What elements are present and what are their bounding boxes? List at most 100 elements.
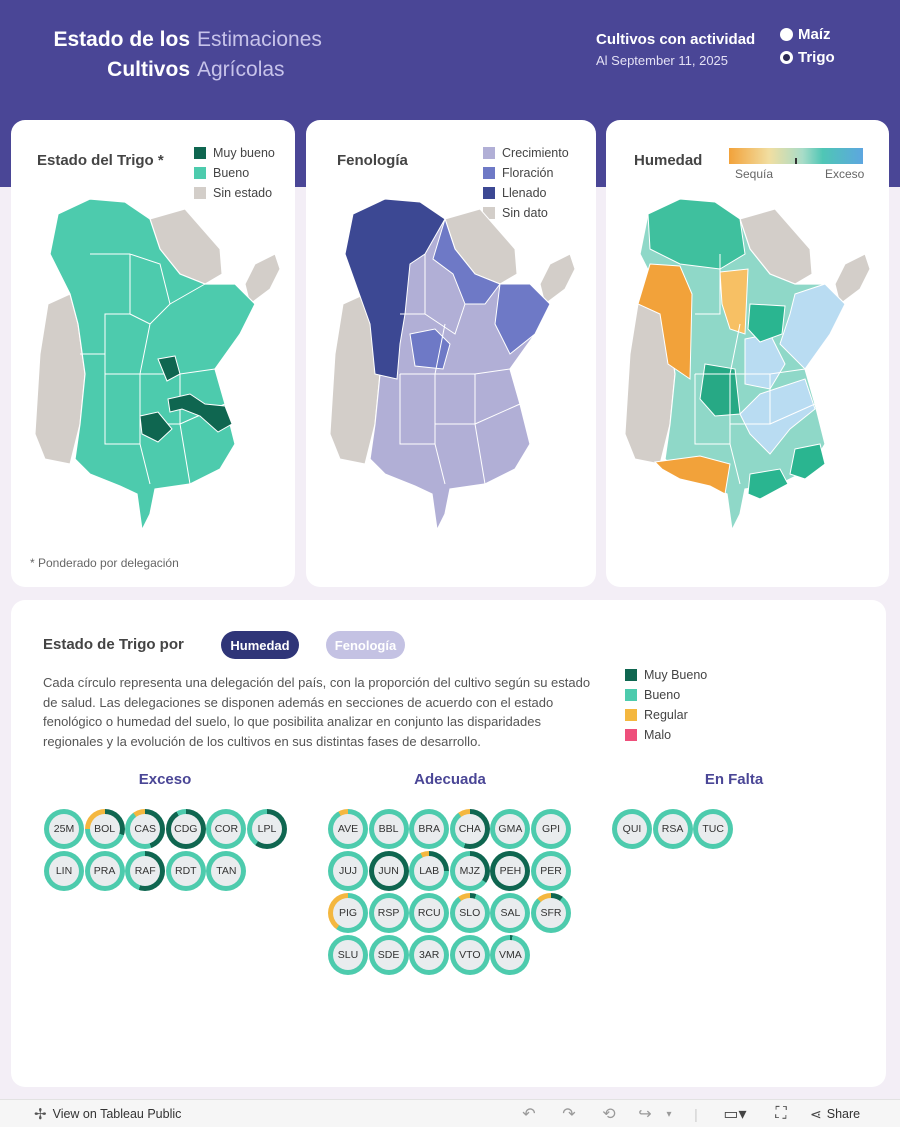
pill-fenologia[interactable]: Fenología xyxy=(326,631,405,659)
radio-maiz[interactable]: Maíz xyxy=(780,26,831,43)
donut-label: MJZ xyxy=(454,856,485,886)
tableau-logo-icon: ✢ xyxy=(34,1106,47,1123)
humedad-scale-low: Sequía xyxy=(735,167,774,181)
swatch xyxy=(625,689,637,701)
swatch xyxy=(483,187,495,199)
donut-cha[interactable]: CHA xyxy=(449,809,490,849)
fenologia-map[interactable] xyxy=(325,194,580,530)
humedad-map[interactable] xyxy=(620,194,875,530)
donut-label: GMA xyxy=(495,814,526,844)
revert-icon[interactable]: ⟲ xyxy=(602,1106,616,1123)
legend-label: Bueno xyxy=(213,166,250,180)
refresh-dropdown-icon[interactable]: ▾ xyxy=(666,1108,672,1120)
activity-label: Cultivos con actividad xyxy=(596,31,756,48)
view-on-tableau-link[interactable]: ✢ View on Tableau Public xyxy=(34,1100,181,1127)
donut-label: SAL xyxy=(495,898,526,928)
donut-label: PER xyxy=(536,856,566,886)
donut-ave[interactable]: AVE xyxy=(328,809,368,849)
donut-mjz[interactable]: MJZ xyxy=(449,851,490,891)
legend-item-malo: Malo xyxy=(625,725,707,745)
map-sin-dato-region xyxy=(539,253,576,305)
donut-label: SLO xyxy=(454,898,485,928)
swatch xyxy=(625,709,637,721)
donut-qui[interactable]: QUI xyxy=(612,809,652,849)
radio-maiz-circle[interactable] xyxy=(780,28,793,41)
group-title-adecuada: Adecuada xyxy=(414,771,486,788)
map-sin-estado-region xyxy=(244,253,281,305)
swatch xyxy=(194,187,206,199)
donut-tuc[interactable]: TUC xyxy=(693,809,734,849)
donut-bbl[interactable]: BBL xyxy=(368,809,409,849)
donut-panel-description: Cada círculo representa una delegación d… xyxy=(43,675,591,749)
donut-pra[interactable]: PRA xyxy=(84,851,125,891)
donut-gma[interactable]: GMA xyxy=(490,809,531,849)
map-humedad-alta xyxy=(747,468,789,500)
donut-vto[interactable]: VTO xyxy=(449,935,490,975)
legend-item-sin-estado: Sin estado xyxy=(194,183,275,203)
fullscreen-icon[interactable]: ⛶ xyxy=(775,1105,787,1122)
radio-trigo[interactable]: Trigo xyxy=(780,49,835,66)
legend-item-floracion: Floración xyxy=(483,163,569,183)
donut-slu[interactable]: SLU xyxy=(328,935,368,975)
donut-cdg[interactable]: CDG xyxy=(165,809,206,849)
donut-gpi[interactable]: GPI xyxy=(531,809,571,849)
donut-rsp[interactable]: RSP xyxy=(368,893,409,933)
map-floracion-region xyxy=(409,328,451,370)
donut-bol[interactable]: BOL xyxy=(84,809,125,849)
donut-jun[interactable]: JUN xyxy=(368,851,409,891)
redo-icon[interactable]: ↷ xyxy=(562,1106,576,1123)
donut-label: RDT xyxy=(170,856,201,886)
donut-slo[interactable]: SLO xyxy=(449,893,490,933)
legend-label: Bueno xyxy=(644,688,681,702)
map-region-border xyxy=(694,254,816,485)
map-muy-bueno-region xyxy=(167,393,233,433)
undo-icon[interactable]: ↶ xyxy=(522,1106,536,1123)
share-button[interactable]: ⋖ Share xyxy=(810,1100,860,1127)
donut-cor[interactable]: COR xyxy=(206,809,247,849)
estado-legend: Muy bueno Bueno Sin estado xyxy=(194,143,275,203)
donut-label: SDE xyxy=(373,940,404,970)
donut-label: TAN xyxy=(211,856,242,886)
group-title-en-falta: En Falta xyxy=(704,771,764,788)
swatch xyxy=(625,669,637,681)
radio-trigo-circle[interactable] xyxy=(780,51,793,64)
title-light-line1: Estimaciones xyxy=(197,28,322,51)
donut-raf[interactable]: RAF xyxy=(125,851,166,891)
pill-humedad[interactable]: Humedad xyxy=(221,631,299,659)
map-humedad-seca xyxy=(719,268,749,335)
donut-sal[interactable]: SAL xyxy=(490,893,531,933)
donut-lpl[interactable]: LPL xyxy=(247,809,287,849)
donut-peh[interactable]: PEH xyxy=(490,851,531,891)
map-humedad-exceso xyxy=(739,378,816,455)
presentation-icon[interactable]: ▭▾ xyxy=(723,1106,747,1123)
donut-cas[interactable]: CAS xyxy=(125,809,166,849)
estado-map[interactable] xyxy=(30,194,285,530)
donut-label: RCU xyxy=(414,898,445,928)
donut-sfr[interactable]: SFR xyxy=(531,893,571,933)
donut-per[interactable]: PER xyxy=(531,851,571,891)
donut-lin[interactable]: LIN xyxy=(44,851,84,891)
donut-rdt[interactable]: RDT xyxy=(165,851,206,891)
donut-tan[interactable]: TAN xyxy=(206,851,247,891)
legend-label: Floración xyxy=(502,166,554,180)
donut-label: RSA xyxy=(657,814,688,844)
refresh-icon[interactable]: ↪ xyxy=(638,1106,652,1123)
donut-label: VTO xyxy=(454,940,485,970)
donut-25m[interactable]: 25M xyxy=(44,809,84,849)
title-bold-line1: Estado de los xyxy=(53,28,190,51)
donut-bra[interactable]: BRA xyxy=(409,809,450,849)
toolbar-divider: | xyxy=(694,1106,698,1122)
donut-label: RAF xyxy=(130,856,161,886)
donut-pig[interactable]: PIG xyxy=(328,893,368,933)
donut-rsa[interactable]: RSA xyxy=(652,809,693,849)
title-light-line2: Agrícolas xyxy=(197,58,285,81)
donut-juj[interactable]: JUJ xyxy=(328,851,368,891)
swatch xyxy=(483,147,495,159)
donut-sde[interactable]: SDE xyxy=(368,935,409,975)
donut-rcu[interactable]: RCU xyxy=(409,893,450,933)
donut-label: PIG xyxy=(333,898,363,928)
donut-label: SFR xyxy=(536,898,566,928)
donut-3ar[interactable]: 3AR xyxy=(409,935,450,975)
donut-lab[interactable]: LAB xyxy=(409,851,450,891)
donut-vma[interactable]: VMA xyxy=(490,935,531,975)
